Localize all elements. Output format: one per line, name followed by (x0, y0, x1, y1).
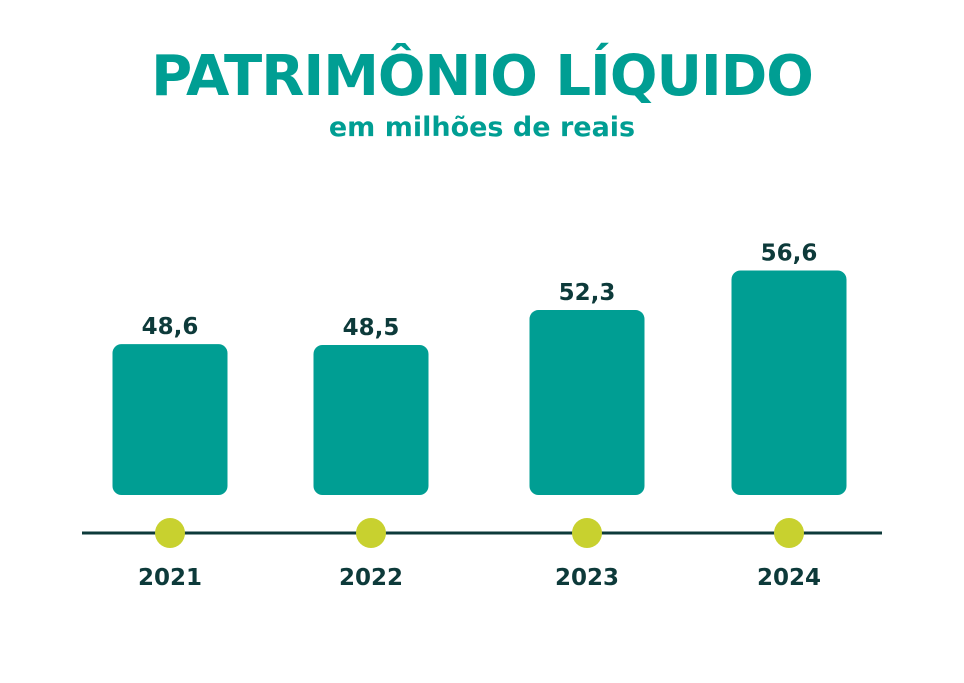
chart-title: PATRIMÔNIO LÍQUIDO (151, 44, 814, 109)
bar-2022 (313, 345, 429, 495)
bar-2021 (112, 344, 228, 495)
year-marker-2022 (356, 518, 386, 548)
tick-label-2024: 2024 (757, 565, 821, 591)
year-marker-2024 (774, 518, 804, 548)
value-label-2022: 48,5 (343, 315, 400, 341)
tick-label-2023: 2023 (555, 565, 619, 591)
value-label-2023: 52,3 (559, 280, 616, 306)
chart-subtitle: em milhões de reais (328, 112, 636, 143)
year-marker-2023 (572, 518, 602, 548)
tick-label-2021: 2021 (138, 565, 202, 591)
year-marker-2021 (155, 518, 185, 548)
bar-2023 (529, 310, 645, 495)
value-label-2024: 56,6 (761, 240, 818, 266)
bar-2024 (731, 270, 847, 495)
value-label-2021: 48,6 (142, 314, 199, 340)
tick-label-2022: 2022 (339, 565, 403, 591)
